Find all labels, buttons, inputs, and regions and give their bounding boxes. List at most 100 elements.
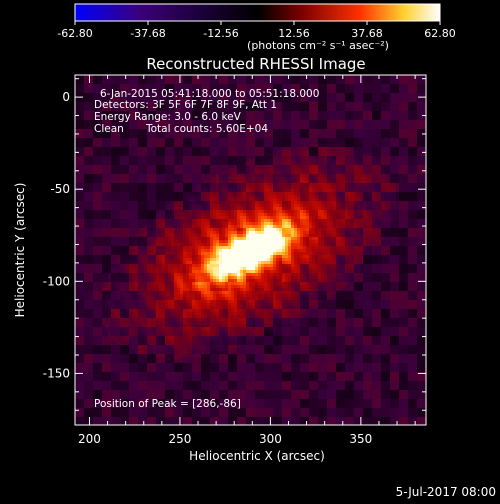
heatmap-cell <box>309 165 312 168</box>
heatmap-cell <box>324 93 327 96</box>
heatmap-cell <box>345 150 348 153</box>
heatmap-cell <box>183 150 186 153</box>
heatmap-cell <box>312 126 315 129</box>
heatmap-cell <box>84 183 87 186</box>
heatmap-cell <box>84 132 87 135</box>
heatmap-cell <box>312 111 315 114</box>
heatmap-cell <box>312 144 315 147</box>
heatmap-cell <box>372 147 375 150</box>
heatmap-cell <box>291 171 294 174</box>
heatmap-cell <box>216 171 219 174</box>
heatmap-cell <box>255 81 258 84</box>
heatmap-cell <box>375 78 378 81</box>
heatmap-cell <box>342 87 345 90</box>
heatmap-cell <box>279 168 282 171</box>
heatmap-cell <box>351 198 354 201</box>
heatmap-cell <box>147 195 150 198</box>
heatmap-cell <box>114 171 117 174</box>
heatmap-cell <box>369 180 372 183</box>
heatmap-cell <box>282 192 285 195</box>
heatmap-cell <box>153 153 156 156</box>
heatmap-cell <box>384 129 387 132</box>
heatmap-cell <box>156 195 159 198</box>
heatmap-cell <box>204 171 207 174</box>
heatmap-cell <box>360 153 363 156</box>
heatmap-cell <box>129 132 132 135</box>
heatmap-cell <box>312 162 315 165</box>
heatmap-cell <box>246 174 249 177</box>
heatmap-cell <box>261 153 264 156</box>
heatmap-cell <box>360 84 363 87</box>
heatmap-cell <box>249 156 252 159</box>
heatmap-cell <box>153 177 156 180</box>
heatmap-cell <box>105 81 108 84</box>
heatmap-cell <box>354 81 357 84</box>
heatmap-cell <box>339 102 342 105</box>
heatmap-cell <box>354 135 357 138</box>
heatmap-cell <box>228 171 231 174</box>
heatmap-cell <box>375 171 378 174</box>
heatmap-cell <box>114 84 117 87</box>
heatmap-cell <box>393 93 396 96</box>
heatmap-cell <box>282 156 285 159</box>
heatmap-cell <box>219 180 222 183</box>
heatmap-cell <box>417 171 420 174</box>
heatmap-cell <box>282 108 285 111</box>
heatmap-cell <box>327 168 330 171</box>
heatmap-cell <box>366 186 369 189</box>
heatmap-cell <box>126 126 129 129</box>
heatmap-cell <box>243 144 246 147</box>
heatmap-cell <box>210 81 213 84</box>
heatmap-cell <box>327 114 330 117</box>
heatmap-cell <box>363 102 366 105</box>
heatmap-cell <box>156 165 159 168</box>
heatmap-cell <box>99 159 102 162</box>
heatmap-cell <box>342 144 345 147</box>
heatmap-cell <box>330 195 333 198</box>
heatmap-cell <box>318 156 321 159</box>
heatmap-cell <box>168 189 171 192</box>
heatmap-cell <box>150 183 153 186</box>
heatmap-cell <box>162 198 165 201</box>
heatmap-cell <box>261 186 264 189</box>
heatmap-cell <box>198 84 201 87</box>
heatmap-cell <box>219 189 222 192</box>
heatmap-cell <box>300 129 303 132</box>
heatmap-cell <box>345 111 348 114</box>
heatmap-cell <box>291 132 294 135</box>
heatmap-cell <box>144 183 147 186</box>
heatmap-cell <box>315 144 318 147</box>
heatmap-cell <box>102 141 105 144</box>
heatmap-cell <box>252 153 255 156</box>
heatmap-cell <box>417 135 420 138</box>
heatmap-cell <box>309 105 312 108</box>
heatmap-cell <box>237 78 240 81</box>
heatmap-cell <box>219 78 222 81</box>
heatmap-cell <box>141 177 144 180</box>
heatmap-cell <box>222 81 225 84</box>
heatmap-cell <box>360 111 363 114</box>
heatmap-cell <box>105 144 108 147</box>
heatmap-cell <box>297 105 300 108</box>
heatmap-cell <box>99 174 102 177</box>
heatmap-cell <box>393 180 396 183</box>
heatmap-cell <box>363 138 366 141</box>
heatmap-cell <box>351 192 354 195</box>
heatmap-cell <box>81 87 84 90</box>
heatmap-cell <box>195 168 198 171</box>
heatmap-cell <box>120 78 123 81</box>
heatmap-cell <box>183 201 186 204</box>
heatmap-cell <box>210 144 213 147</box>
heatmap-cell <box>357 87 360 90</box>
heatmap-cell <box>129 147 132 150</box>
heatmap-cell <box>189 138 192 141</box>
heatmap-cell <box>333 198 336 201</box>
heatmap-cell <box>366 180 369 183</box>
heatmap-cell <box>282 159 285 162</box>
heatmap-cell <box>369 84 372 87</box>
heatmap-cell <box>306 81 309 84</box>
heatmap-cell <box>222 183 225 186</box>
heatmap-cell <box>387 174 390 177</box>
heatmap-cell <box>384 120 387 123</box>
heatmap-cell <box>315 174 318 177</box>
